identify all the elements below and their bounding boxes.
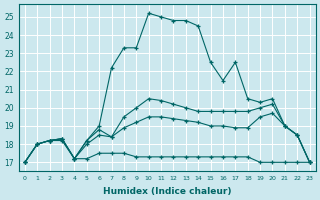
X-axis label: Humidex (Indice chaleur): Humidex (Indice chaleur) — [103, 187, 231, 196]
